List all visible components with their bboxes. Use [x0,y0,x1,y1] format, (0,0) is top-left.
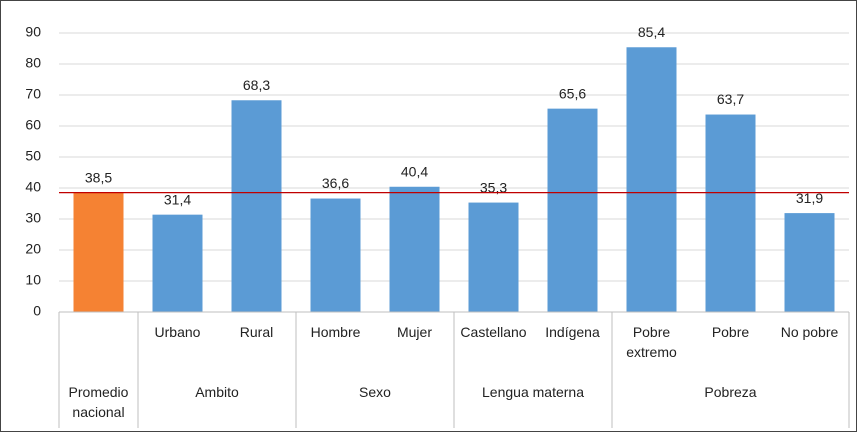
value-label: 38,5 [85,169,112,185]
x-tick-label: Mujer [396,324,432,340]
y-tick-label: 0 [33,303,41,319]
value-label: 35,3 [480,179,507,195]
y-tick-label: 30 [25,210,41,226]
bar [389,186,440,312]
bar [310,198,361,312]
value-label: 63,7 [717,91,744,107]
value-label: 65,6 [559,85,586,101]
y-tick-label: 60 [25,117,41,133]
x-tick-label: Indígena [545,324,600,340]
y-tick-label: 50 [25,148,41,164]
value-label: 31,4 [164,191,191,207]
y-tick-label: 20 [25,241,41,257]
group-label: Pobreza [704,384,757,400]
x-tick-label: No pobre [780,324,839,340]
y-tick-label: 70 [25,86,41,102]
value-label: 68,3 [243,77,270,93]
x-tick-label: Pobre extremo [626,324,677,360]
y-tick-label: 80 [25,55,41,71]
value-label: 31,9 [796,190,823,206]
bar [784,213,835,312]
bar [468,202,519,312]
bar [705,114,756,312]
bar [626,47,677,312]
group-label: Promedio nacional [68,384,129,420]
x-tick-label: Urbano [154,324,201,340]
bar [73,192,124,312]
x-tick-label: Pobre [711,324,750,340]
y-tick-label: 90 [25,24,41,40]
x-tick-label: Rural [239,324,274,340]
group-label: Ambito [195,384,239,400]
x-tick-label: Hombre [310,324,361,340]
bar [152,214,203,312]
y-tick-label: 10 [25,272,41,288]
y-tick-label: 40 [25,179,41,195]
bar [547,108,598,312]
value-label: 85,4 [638,24,665,40]
value-label: 36,6 [322,175,349,191]
bar [231,100,282,313]
x-tick-label: Castellano [460,324,527,340]
value-label: 40,4 [401,163,428,179]
group-label: Lengua materna [482,384,584,400]
group-label: Sexo [359,384,391,400]
